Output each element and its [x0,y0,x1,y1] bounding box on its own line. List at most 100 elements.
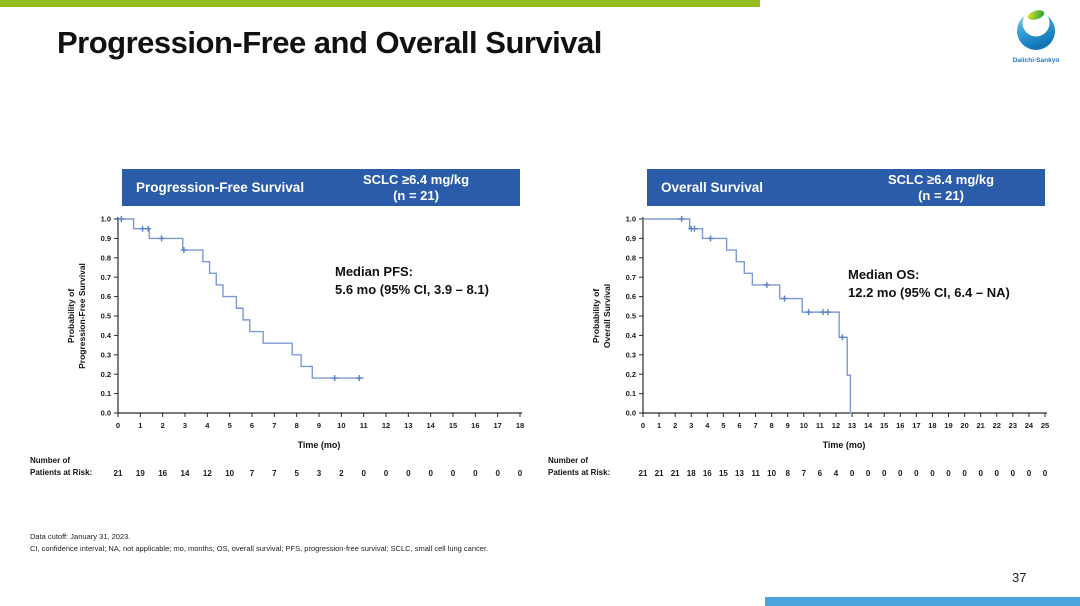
svg-text:17: 17 [912,421,920,430]
pfs-risk-table-label: Number of Patients at Risk: [30,456,93,477]
svg-text:1: 1 [657,421,661,430]
svg-text:21: 21 [655,469,664,478]
svg-text:0: 0 [1043,469,1048,478]
pfs-panel-header: Progression-Free Survival SCLC ≥6.4 mg/k… [122,169,520,206]
svg-text:6: 6 [250,421,254,430]
svg-text:7: 7 [272,421,276,430]
svg-text:12: 12 [382,421,390,430]
svg-text:10: 10 [800,421,808,430]
svg-text:12: 12 [203,469,212,478]
svg-text:0.9: 0.9 [626,234,636,243]
svg-text:0.7: 0.7 [626,273,636,282]
os-panel-title: Overall Survival [661,180,764,195]
svg-text:21: 21 [639,469,648,478]
svg-text:6: 6 [818,469,823,478]
svg-text:0: 0 [361,469,366,478]
footnote: Data cutoff: January 31, 2023. CI, confi… [30,531,488,554]
svg-text:11: 11 [816,421,824,430]
svg-text:10: 10 [225,469,234,478]
svg-text:0.4: 0.4 [101,331,112,340]
svg-text:16: 16 [703,469,712,478]
svg-text:14: 14 [426,421,435,430]
svg-text:0.2: 0.2 [626,370,636,379]
svg-text:15: 15 [719,469,728,478]
svg-text:0.6: 0.6 [101,292,111,301]
svg-text:21: 21 [114,469,123,478]
svg-text:21: 21 [671,469,680,478]
pfs-panel-title: Progression-Free Survival [136,180,305,195]
svg-text:0.8: 0.8 [101,253,111,262]
svg-text:4: 4 [205,421,210,430]
os-risk-table-label: Number of Patients at Risk: [548,456,611,477]
svg-text:0: 0 [898,469,903,478]
svg-text:18: 18 [687,469,696,478]
pfs-cohort-label: SCLC ≥6.4 mg/kg (n = 21) [362,171,470,203]
svg-text:2: 2 [339,469,344,478]
svg-text:8: 8 [785,469,790,478]
svg-text:0.2: 0.2 [101,370,111,379]
logo-text: Daiichi-Sankyo [1012,57,1060,64]
svg-text:0: 0 [962,469,967,478]
svg-text:21: 21 [977,421,985,430]
svg-text:24: 24 [1025,421,1034,430]
svg-text:15: 15 [880,421,888,430]
svg-text:0: 0 [384,469,389,478]
svg-text:Time (mo): Time (mo) [298,440,341,450]
svg-text:5: 5 [228,421,232,430]
svg-text:0: 0 [882,469,887,478]
svg-text:7: 7 [272,469,277,478]
svg-text:0: 0 [914,469,919,478]
svg-text:15: 15 [449,421,457,430]
svg-text:14: 14 [181,469,190,478]
svg-text:5: 5 [721,421,725,430]
svg-text:0.1: 0.1 [626,389,636,398]
svg-text:Time (mo): Time (mo) [823,440,866,450]
svg-text:0: 0 [473,469,478,478]
svg-text:0: 0 [946,469,951,478]
pfs-median-annotation: Median PFS: 5.6 mo (95% CI, 3.9 – 8.1) [335,264,489,297]
svg-text:1.0: 1.0 [626,215,636,224]
svg-text:0.8: 0.8 [626,253,636,262]
svg-text:0: 0 [866,469,871,478]
svg-text:9: 9 [786,421,790,430]
svg-text:19: 19 [136,469,145,478]
svg-text:5: 5 [294,469,299,478]
svg-text:7: 7 [753,421,757,430]
svg-text:7: 7 [250,469,255,478]
svg-text:8: 8 [770,421,774,430]
svg-text:0: 0 [850,469,855,478]
os-cohort-label: SCLC ≥6.4 mg/kg (n = 21) [887,171,995,203]
svg-text:4: 4 [834,469,839,478]
svg-text:0.0: 0.0 [101,409,111,418]
svg-text:11: 11 [360,421,368,430]
svg-text:2: 2 [673,421,677,430]
daiichi-sankyo-logo: Daiichi-Sankyo [1006,7,1066,64]
svg-text:1: 1 [138,421,142,430]
svg-text:10: 10 [767,469,776,478]
svg-text:8: 8 [295,421,299,430]
svg-text:0: 0 [930,469,935,478]
svg-text:0: 0 [428,469,433,478]
svg-text:16: 16 [158,469,167,478]
svg-text:0.7: 0.7 [101,273,111,282]
svg-text:12: 12 [832,421,840,430]
svg-text:16: 16 [896,421,904,430]
svg-text:0: 0 [116,421,120,430]
footnote-line-2: CI, confidence interval; NA, not applica… [30,543,489,553]
svg-text:0: 0 [978,469,983,478]
svg-text:11: 11 [751,469,760,478]
os-median-annotation: Median OS: 12.2 mo (95% CI, 6.4 – NA) [848,267,1010,300]
page-number: 37 [1012,570,1027,585]
svg-text:Probability of: Probability of [66,289,76,343]
svg-text:3: 3 [183,421,187,430]
svg-text:0: 0 [1027,469,1032,478]
svg-text:22: 22 [993,421,1001,430]
svg-text:0.5: 0.5 [101,312,111,321]
svg-text:0.5: 0.5 [626,312,636,321]
svg-text:18: 18 [516,421,524,430]
svg-text:16: 16 [471,421,479,430]
svg-text:25: 25 [1041,421,1049,430]
svg-text:0.1: 0.1 [101,389,111,398]
bottom-accent-bar [765,597,1080,606]
